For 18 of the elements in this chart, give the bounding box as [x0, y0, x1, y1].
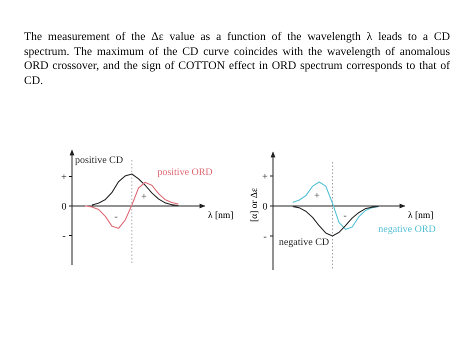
x-axis-title: λ [nm]	[208, 211, 234, 221]
series-label: negative CD	[278, 237, 330, 248]
x-axis-title: λ [nm]	[408, 211, 434, 221]
annotation: +	[314, 190, 320, 202]
text: The measurement of the Δε value as a function of the wavelength λ leads to a CD spectrum. The maximum of the CD curve coincides with the wavelength of anomalous ORD crossover, and the sign of COTTON effect in ORD spectrum corresponds to that of CD.	[24, 30, 450, 88]
annotation: +	[141, 192, 148, 202]
text: +	[262, 172, 268, 182]
y-axis-title: [α] or Δε	[250, 188, 260, 222]
series-label: positive ORD	[157, 167, 213, 178]
text: -	[263, 232, 267, 242]
series-label: negative ORD	[378, 224, 436, 235]
text: -	[62, 231, 66, 242]
text: 0	[262, 202, 268, 212]
text: 0	[62, 202, 66, 212]
annotation: -	[114, 212, 118, 222]
text: +	[61, 172, 68, 183]
annotation: -	[343, 210, 347, 222]
series-label: positive CD	[75, 155, 124, 166]
